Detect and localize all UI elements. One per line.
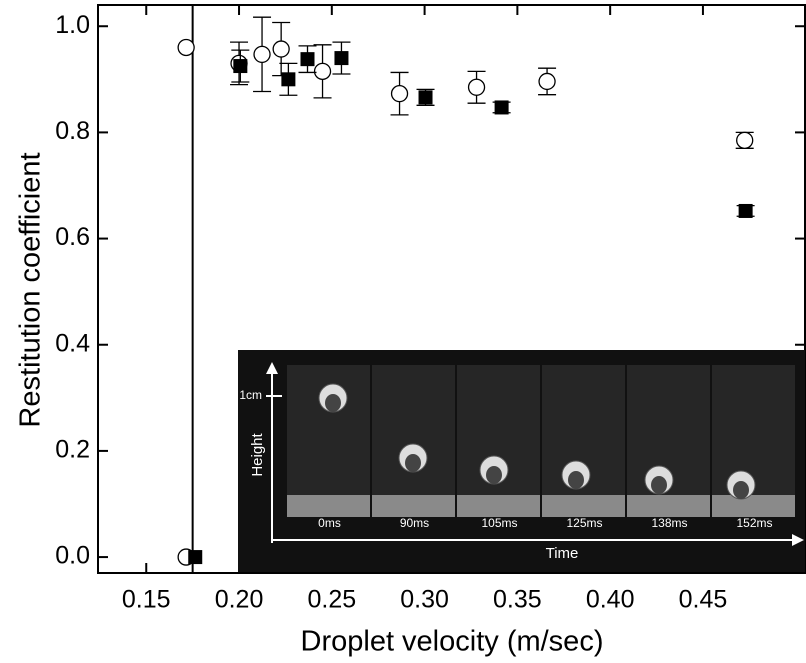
inset-floor	[542, 495, 625, 517]
y-tick-label: 0.2	[55, 436, 90, 464]
y-tick-label: 0.6	[55, 223, 90, 251]
inset-frame	[712, 365, 795, 517]
y-tick-label: 0.4	[55, 329, 90, 357]
plot-frame	[97, 4, 806, 574]
marker-square	[738, 203, 753, 218]
inset-frame-label: 90ms	[400, 516, 429, 530]
x-tick-label: 0.30	[400, 586, 449, 614]
inset-floor	[457, 495, 540, 517]
marker-square	[233, 59, 248, 74]
inset-x-arrowhead	[792, 534, 804, 546]
y-tick-label: 0.8	[55, 117, 90, 145]
marker-square	[188, 550, 203, 565]
x-tick-label: 0.35	[493, 586, 542, 614]
inset-frame-label: 0ms	[318, 516, 341, 530]
marker-circle	[313, 62, 332, 81]
inset-frame-label: 138ms	[651, 516, 687, 530]
droplet-shade	[325, 394, 341, 412]
droplet-shade	[733, 481, 749, 499]
x-tick-label: 0.20	[215, 586, 264, 614]
inset-frame	[457, 365, 540, 517]
marker-circle	[736, 131, 754, 150]
inset-floor	[627, 495, 710, 517]
marker-square	[281, 72, 296, 87]
inset-y-label: Height	[249, 432, 266, 476]
droplet-shade	[486, 466, 502, 484]
inset-frame-label: 152ms	[736, 516, 772, 530]
x-tick-label: 0.45	[679, 586, 728, 614]
y-axis-title: Restitution coefficient	[15, 152, 47, 427]
inset-x-label: Time	[546, 545, 579, 562]
x-axis-title: Droplet velocity (m/sec)	[301, 626, 604, 658]
marker-circle	[467, 78, 486, 96]
inset-scale-label: 1cm	[239, 388, 262, 402]
marker-square	[418, 90, 433, 105]
inset-floor	[712, 495, 795, 517]
marker-circle	[253, 45, 271, 64]
y-tick-label: 1.0	[55, 11, 90, 39]
inset-frame	[627, 365, 710, 517]
inset-y-arrowhead	[266, 362, 278, 374]
inset-floor	[287, 495, 370, 517]
y-tick-label: 0.0	[55, 542, 90, 570]
droplet-shade	[568, 471, 584, 489]
inset: 0ms 90ms 105ms 125ms 138ms 152ms 1cm Height Time	[238, 350, 805, 572]
inset-frame-label: 125ms	[566, 516, 602, 530]
marker-circle	[272, 40, 290, 58]
marker-circle	[538, 72, 556, 91]
marker-square	[300, 52, 315, 67]
marker-square	[334, 51, 349, 66]
droplet-shade	[405, 454, 421, 472]
x-tick-label: 0.15	[122, 586, 171, 614]
droplet-shade	[651, 476, 667, 494]
inset-frame-label: 105ms	[481, 516, 517, 530]
marker-circle	[177, 38, 195, 57]
inset-frame	[372, 365, 455, 517]
x-tick-label: 0.40	[586, 586, 635, 614]
x-tick-label: 0.25	[307, 586, 356, 614]
inset-floor	[372, 495, 455, 517]
marker-circle	[390, 85, 409, 103]
marker-square	[494, 100, 509, 115]
inset-frame	[542, 365, 625, 517]
